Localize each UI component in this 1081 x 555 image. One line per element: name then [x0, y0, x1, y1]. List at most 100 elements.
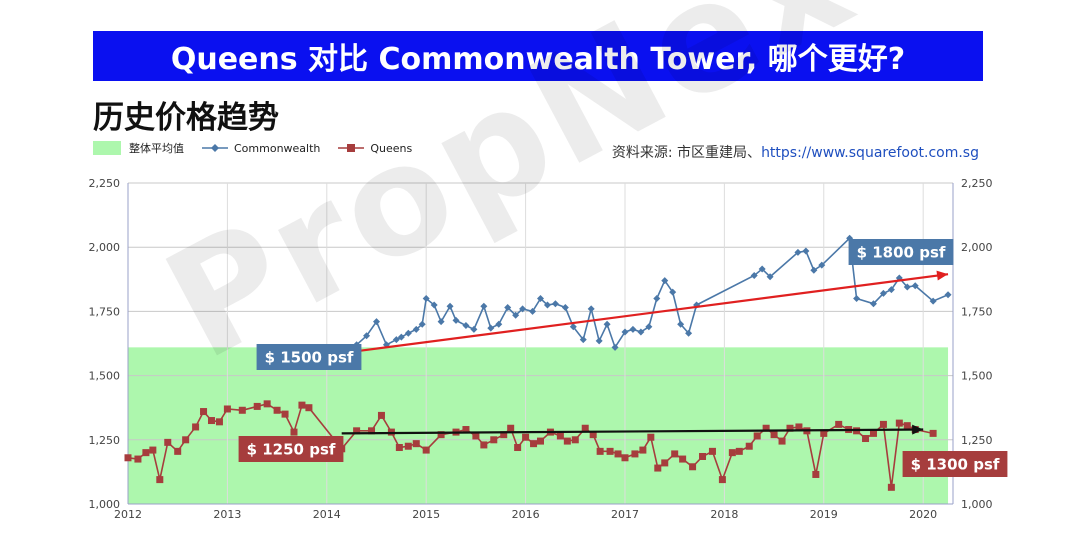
queens-data-point — [728, 449, 736, 457]
commonwealth-data-point — [879, 289, 887, 297]
commonwealth-data-point — [430, 301, 438, 309]
x-tick-label: 2019 — [810, 508, 838, 521]
y-tick-label-left: 2,250 — [89, 177, 121, 190]
commonwealth-data-point — [363, 332, 371, 340]
commonwealth-data-point — [645, 323, 653, 331]
queens-data-point — [589, 431, 597, 439]
queens-data-point — [192, 423, 200, 431]
queens-data-point — [895, 419, 903, 427]
commonwealth-data-point — [669, 288, 677, 296]
queens-data-point — [522, 433, 530, 441]
commonwealth-end-price-label-text: $ 1800 psf — [857, 244, 946, 262]
commonwealth-data-point — [794, 248, 802, 256]
queens-data-point — [238, 406, 246, 414]
commonwealth-data-point — [422, 295, 430, 303]
commonwealth-data-point — [611, 343, 619, 351]
queens-data-point — [404, 442, 412, 450]
commonwealth-start-price-label: $ 1500 psf — [256, 344, 362, 370]
commonwealth-data-point — [887, 286, 895, 294]
queens-data-point — [654, 464, 662, 472]
queens-data-point — [571, 436, 579, 444]
queens-data-point — [812, 470, 820, 478]
commonwealth-data-point — [372, 318, 380, 326]
queens-data-point — [182, 436, 190, 444]
x-tick-label: 2017 — [611, 508, 639, 521]
x-tick-label: 2016 — [512, 508, 540, 521]
queens-data-point — [174, 447, 182, 455]
commonwealth-data-point — [561, 304, 569, 312]
chart-legend: 整体平均值 Commonwealth Queens — [93, 140, 430, 156]
queens-data-point — [514, 444, 522, 452]
commonwealth-data-point — [397, 333, 405, 341]
commonwealth-data-point — [929, 297, 937, 305]
y-tick-label-right: 1,500 — [961, 370, 993, 383]
source-note: 资料来源: 市区重建局、https://www.squarefoot.com.s… — [612, 142, 979, 162]
x-tick-label: 2015 — [412, 508, 440, 521]
legend-label-queens: Queens — [370, 141, 413, 155]
commonwealth-data-point — [629, 325, 637, 333]
commonwealth-data-point — [869, 300, 877, 308]
x-tick-label: 2018 — [710, 508, 738, 521]
commonwealth-data-point — [750, 271, 758, 279]
x-tick-label: 2013 — [213, 508, 241, 521]
queens-data-point — [223, 405, 231, 413]
queens-data-point — [530, 440, 538, 448]
queens-data-point — [621, 454, 629, 462]
legend-item-commonwealth: Commonwealth — [202, 142, 320, 155]
average-band-swatch — [93, 141, 121, 155]
queens-data-point — [537, 437, 544, 445]
commonwealth-legend-marker-icon — [202, 144, 228, 152]
commonwealth-data-point — [480, 302, 488, 310]
queens-data-point — [368, 427, 376, 435]
queens-data-point — [273, 406, 281, 414]
queens-end-price-label: $ 1300 psf — [902, 451, 1008, 477]
commonwealth-data-point — [637, 328, 645, 336]
queens-start-price-label-text: $ 1250 psf — [247, 441, 336, 459]
title-banner: Queens 对比 Commonwealth Tower, 哪个更好? — [93, 31, 983, 81]
commonwealth-data-point — [911, 282, 919, 290]
queens-data-point — [472, 432, 480, 440]
commonwealth-data-point — [543, 301, 551, 309]
commonwealth-data-point — [685, 329, 693, 337]
commonwealth-data-point — [551, 300, 559, 308]
commonwealth-end-price-label: $ 1800 psf — [848, 239, 954, 265]
queens-data-point — [887, 483, 895, 491]
commonwealth-trend-arrowhead-icon — [936, 270, 949, 281]
commonwealth-data-point — [462, 322, 470, 330]
queens-data-point — [820, 429, 828, 437]
commonwealth-data-point — [404, 329, 412, 337]
queens-data-point — [903, 422, 911, 430]
x-tick-label: 2012 — [114, 508, 142, 521]
commonwealth-data-point — [519, 305, 527, 313]
queens-data-point — [606, 447, 614, 455]
commonwealth-data-point — [853, 295, 861, 303]
queens-data-point — [869, 429, 877, 437]
queens-trendline — [341, 428, 924, 435]
source-prefix: 资料来源: 市区重建局、 — [611, 145, 762, 161]
legend-label-average: 整体平均值 — [129, 142, 184, 155]
commonwealth-start-price-label-text: $ 1500 psf — [265, 349, 354, 367]
average-band — [128, 347, 949, 504]
legend-item-queens: Queens — [338, 142, 412, 155]
commonwealth-data-point — [529, 307, 537, 315]
queens-data-point — [795, 423, 803, 431]
commonwealth-data-point — [512, 311, 520, 319]
queens-legend-marker-icon — [338, 144, 365, 152]
queens-data-point — [581, 424, 589, 432]
queens-data-point — [708, 447, 716, 455]
commonwealth-data-point — [758, 265, 766, 273]
queens-data-point — [679, 455, 687, 463]
commonwealth-trendline — [356, 273, 949, 353]
x-tick-label: 2020 — [909, 508, 937, 521]
queens-end-price-label-text: $ 1300 psf — [911, 456, 1000, 474]
queens-data-point — [215, 418, 223, 426]
y-tick-label-right: 2,000 — [961, 241, 993, 254]
queens-data-point — [762, 424, 770, 432]
queens-data-point — [745, 442, 753, 450]
queens-data-point — [556, 432, 564, 440]
source-url: https://www.squarefoot.com.sg — [761, 145, 979, 161]
queens-data-point — [689, 463, 697, 471]
commonwealth-data-point — [603, 320, 611, 328]
queens-data-point — [596, 447, 604, 455]
